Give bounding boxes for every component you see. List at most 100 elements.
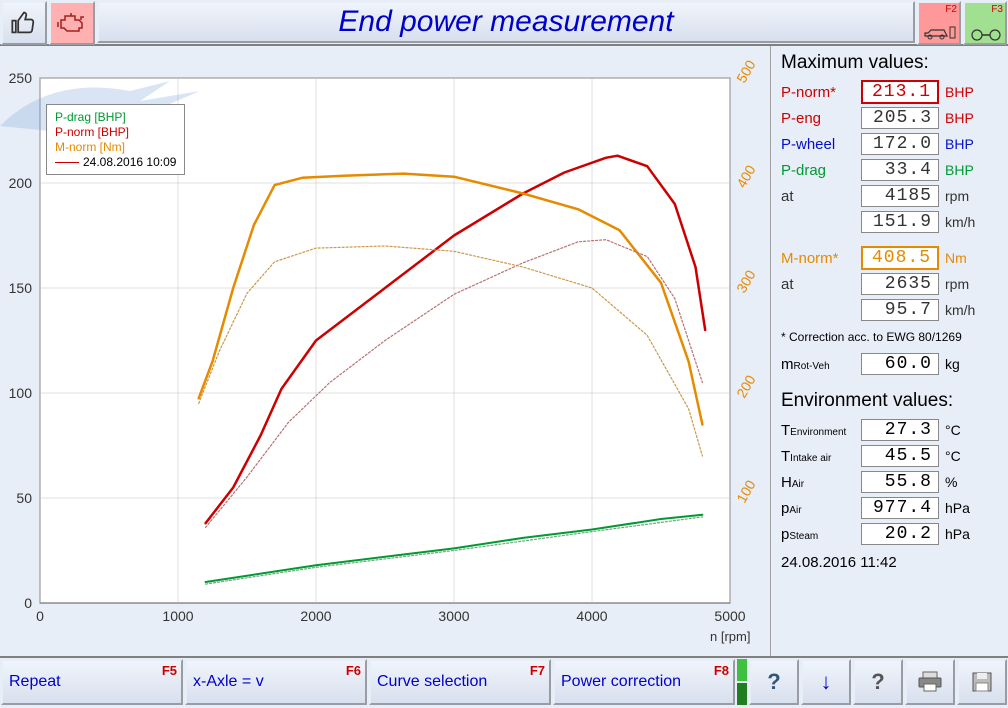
svg-text:200: 200 (733, 372, 759, 400)
button-label: Repeat (9, 673, 61, 691)
max-value-row: M-norm*408.5Nm (781, 246, 1002, 270)
max-row-value: 95.7 (861, 299, 939, 321)
help-icon: ? (767, 669, 780, 695)
max-row-unit: BHP (945, 84, 974, 100)
svg-text:400: 400 (733, 162, 759, 190)
svg-text:4000: 4000 (576, 608, 607, 624)
repeat-button[interactable]: Repeat F5 (1, 659, 183, 705)
env-row-label: pSteam (781, 526, 861, 543)
disk-icon (970, 670, 994, 694)
svg-text:100: 100 (9, 385, 33, 401)
env-row-value: 45.5 (861, 445, 939, 467)
max-row-value: 151.9 (861, 211, 939, 233)
env-value-row: pAir977.4hPa (781, 496, 1002, 520)
env-row-label: TIntake air (781, 448, 861, 465)
thumbs-up-button[interactable] (1, 1, 47, 45)
help-button[interactable]: ? (749, 659, 799, 705)
axle-icon (969, 23, 1003, 41)
env-value-row: TIntake air45.5 °C (781, 444, 1002, 468)
f2-label: F2 (945, 4, 957, 15)
legend-item: M-norm [Nm] (55, 140, 176, 154)
max-row-label: P-drag (781, 162, 861, 179)
env-row-unit: hPa (945, 526, 970, 542)
svg-text:500: 500 (733, 57, 759, 85)
max-value-row: at4185 rpm (781, 184, 1002, 208)
max-value-row: at2635rpm (781, 272, 1002, 296)
status-strip (736, 658, 748, 706)
down-button[interactable]: ↓ (801, 659, 851, 705)
bottombar: Repeat F5 x-Axle = vF6 Curve selection F7 Pow… (0, 656, 1008, 706)
max-row-label: M-norm* (781, 250, 861, 267)
max-row-value: 4185 (861, 185, 939, 207)
max-row-label: P-eng (781, 110, 861, 127)
titlebar: End power measurement F2 F3 (0, 0, 1008, 46)
svg-text:n [rpm]: n [rpm] (710, 629, 750, 644)
max-row-label: at (781, 188, 861, 205)
env-row-unit: % (945, 474, 957, 490)
svg-text:100: 100 (733, 477, 759, 505)
f3-label: F3 (991, 4, 1003, 15)
max-value-row: P-eng205.3BHP (781, 106, 1002, 130)
env-row-label: HAir (781, 474, 861, 491)
help2-icon: ? (871, 669, 884, 695)
max-value-row: P-norm*213.1BHP (781, 80, 1002, 104)
env-row-unit: °C (945, 448, 961, 464)
env-row-value: 27.3 (861, 419, 939, 441)
print-button[interactable] (905, 659, 955, 705)
thumbs-up-icon (10, 9, 38, 37)
max-row-value: 213.1 (861, 80, 939, 104)
button-label: Power correction (561, 673, 681, 691)
svg-text:150: 150 (9, 280, 33, 296)
svg-text:1000: 1000 (162, 608, 193, 624)
max-row-unit: rpm (945, 188, 969, 204)
legend-item: P-norm [BHP] (55, 125, 176, 139)
car-icon (923, 23, 957, 41)
max-value-row: 95.7km/h (781, 298, 1002, 322)
mrot-value: 60.0 (861, 353, 939, 375)
x-axle-v-button[interactable]: x-Axle = vF6 (185, 659, 367, 705)
max-row-unit: km/h (945, 214, 975, 230)
max-row-unit: BHP (945, 136, 974, 152)
mrot-row: mRot-Veh 60.0 kg (781, 352, 1002, 376)
max-row-unit: BHP (945, 162, 974, 178)
f2-button[interactable]: F2 (917, 1, 961, 45)
env-row-value: 977.4 (861, 497, 939, 519)
datetime: 24.08.2016 11:42 (781, 554, 1002, 571)
max-values-rows: P-norm*213.1BHPP-eng205.3BHPP-wheel172.0… (781, 80, 1002, 322)
chart-area: PKE 010002000300040005000050100150200250… (0, 46, 770, 656)
svg-text:5000: 5000 (714, 608, 745, 624)
curve-selection-button[interactable]: Curve selection F7 (369, 659, 551, 705)
fkey-label: F7 (530, 663, 545, 678)
max-value-row: 151.9 km/h (781, 210, 1002, 234)
svg-text:200: 200 (9, 175, 33, 191)
svg-text:2000: 2000 (300, 608, 331, 624)
save-disk-button[interactable] (957, 659, 1007, 705)
main-area: PKE 010002000300040005000050100150200250… (0, 46, 1008, 656)
power-correction-button[interactable]: Power correctionF8 (553, 659, 735, 705)
env-value-row: TEnvironment27.3°C (781, 418, 1002, 442)
button-label: x-Axle = v (193, 673, 264, 691)
max-row-label: at (781, 276, 861, 293)
env-value-row: HAir55.8% (781, 470, 1002, 494)
mrot-unit: kg (945, 356, 960, 372)
max-row-value: 205.3 (861, 107, 939, 129)
button-label: Curve selection (377, 673, 487, 691)
engine-button[interactable] (49, 1, 95, 45)
f3-button[interactable]: F3 (963, 1, 1007, 45)
env-row-unit: hPa (945, 500, 970, 516)
svg-text:250: 250 (9, 70, 33, 86)
bottombar-fkey-buttons: Repeat F5 x-Axle = vF6 Curve selection F7 Pow… (0, 658, 736, 706)
max-values-heading: Maximum values: (781, 52, 1002, 74)
side-panel: Maximum values: P-norm*213.1BHPP-eng205.… (770, 46, 1008, 656)
legend-item-label: P-norm [BHP] (55, 125, 129, 139)
legend-item-label: M-norm [Nm] (55, 140, 125, 154)
fkey-label: F5 (162, 663, 177, 678)
env-values-rows: TEnvironment27.3°CTIntake air45.5°CHAir5… (781, 418, 1002, 546)
page-title: End power measurement (97, 1, 915, 43)
env-row-unit: °C (945, 422, 961, 438)
env-row-value: 55.8 (861, 471, 939, 493)
max-row-value: 172.0 (861, 133, 939, 155)
max-row-value: 2635 (861, 273, 939, 295)
svg-text:300: 300 (733, 267, 759, 295)
help2-button[interactable]: ? (853, 659, 903, 705)
